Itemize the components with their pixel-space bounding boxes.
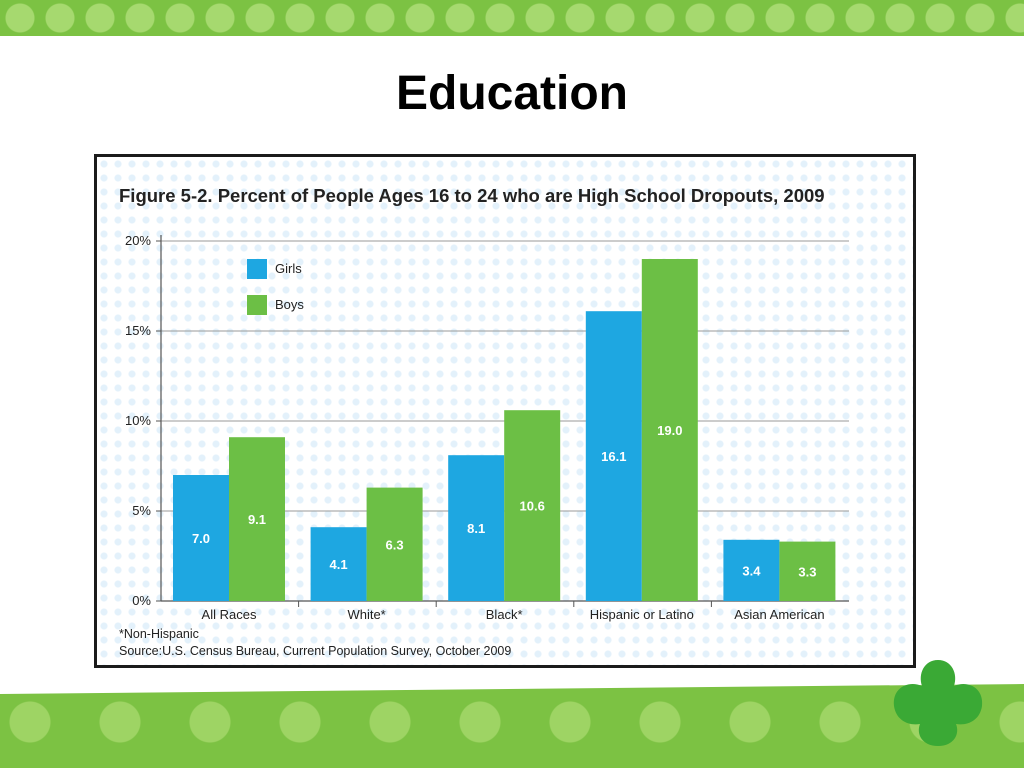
- bar-data-label: 16.1: [601, 449, 626, 464]
- legend-swatch-girls: [247, 259, 267, 279]
- x-tick-label: Asian American: [734, 607, 824, 622]
- bar-data-label: 3.3: [798, 564, 816, 579]
- bar-data-label: 7.0: [192, 531, 210, 546]
- bar-data-label: 10.6: [520, 499, 545, 514]
- legend-label-boys: Boys: [275, 297, 304, 312]
- bottom-decorative-band: [0, 684, 1024, 768]
- bar-boys: [504, 410, 561, 601]
- bar-data-label: 4.1: [330, 557, 348, 572]
- bar-data-label: 6.3: [386, 537, 404, 552]
- bar-boys: [366, 487, 423, 601]
- chart-frame: Figure 5-2. Percent of People Ages 16 to…: [94, 154, 916, 668]
- x-tick-label: Hispanic or Latino: [590, 607, 694, 622]
- bar-data-label: 8.1: [467, 521, 485, 536]
- top-decorative-band: [0, 0, 1024, 36]
- bar-girls: [448, 455, 505, 601]
- bar-boys: [229, 437, 285, 601]
- bar-data-label: 3.4: [742, 563, 761, 578]
- y-tick-label: 0%: [132, 593, 151, 608]
- bar-girls: [173, 475, 229, 601]
- y-tick-label: 20%: [125, 233, 151, 248]
- bar-girls: [723, 539, 780, 601]
- bar-girls: [310, 527, 367, 601]
- x-tick-label: Black*: [486, 607, 523, 622]
- y-tick-label: 15%: [125, 323, 151, 338]
- y-tick-label: 10%: [125, 413, 151, 428]
- bar-girls: [585, 311, 642, 601]
- trefoil-icon: [893, 660, 983, 746]
- chart-title: Figure 5-2. Percent of People Ages 16 to…: [119, 185, 825, 206]
- bar-boys: [641, 259, 698, 601]
- y-tick-label: 5%: [132, 503, 151, 518]
- bar-chart: 0% 5% 10% 15% 20% 7.0 9.1 All Races 4.1 6.3 White*…: [125, 233, 849, 622]
- x-tick-label: All Races: [202, 607, 257, 622]
- chart-footnote: *Non-Hispanic: [119, 627, 199, 641]
- slide-title: Education: [395, 67, 628, 120]
- legend-swatch-boys: [247, 295, 267, 315]
- bar-boys: [779, 541, 836, 601]
- chart-source: Source:U.S. Census Bureau, Current Popul…: [119, 644, 512, 658]
- legend-label-girls: Girls: [275, 261, 302, 276]
- bar-data-label: 19.0: [657, 423, 682, 438]
- x-tick-label: White*: [347, 607, 385, 622]
- bar-data-label: 9.1: [248, 512, 266, 527]
